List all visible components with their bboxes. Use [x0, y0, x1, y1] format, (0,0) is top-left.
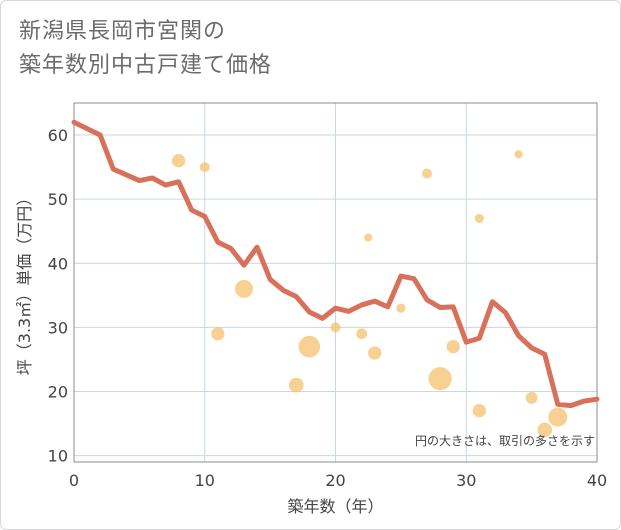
bubble-point	[298, 335, 321, 358]
y-axis-title: 坪（3.3㎡）単価（万円）	[15, 190, 34, 375]
title-line-1: 新潟県長岡市宮関の	[19, 19, 227, 44]
plot-frame	[73, 102, 598, 463]
bubble-point	[474, 213, 484, 223]
bubble-point	[234, 279, 253, 298]
y-tick-label: 10	[48, 447, 68, 466]
bubble-point	[525, 391, 538, 404]
bubble-series	[171, 150, 568, 438]
bubble-point	[548, 407, 568, 427]
average-price-line	[71, 119, 600, 409]
bubble-point	[422, 168, 433, 179]
x-tick-label: 10	[195, 471, 215, 490]
x-tick-labels: 0 10 20 30 40	[69, 471, 607, 490]
bubble-point	[288, 377, 304, 393]
bubble-point	[428, 367, 452, 391]
bubble-point	[368, 346, 382, 360]
bubble-point	[171, 154, 186, 168]
bubble-point	[356, 328, 368, 340]
title-line-2: 築年数別中古戸建て価格	[19, 53, 273, 78]
bubble-point	[199, 162, 210, 173]
bubble-point	[211, 327, 225, 341]
bubble-point	[364, 233, 373, 242]
x-tick-label: 20	[325, 471, 345, 490]
line-series	[71, 119, 600, 409]
bubble-point	[472, 404, 486, 418]
x-tick-label: 30	[456, 471, 476, 490]
bubble-size-note: 円の大きさは、取引の多さを示す	[415, 434, 595, 448]
y-tick-label: 50	[48, 190, 68, 209]
y-tick-label: 60	[48, 126, 68, 145]
y-tick-label: 40	[48, 254, 68, 273]
y-tick-label: 20	[48, 382, 68, 401]
bubble-point	[537, 422, 553, 438]
y-tick-labels: 10 20 30 40 50 60	[48, 126, 68, 466]
x-tick-label: 40	[587, 471, 607, 490]
x-tick-label: 0	[69, 471, 79, 490]
bubble-point	[396, 303, 406, 313]
bubble-point	[514, 150, 523, 159]
bubble-point	[330, 322, 341, 333]
x-axis-title: 築年数（年）	[287, 497, 383, 516]
y-tick-label: 30	[48, 318, 68, 337]
chart-title: 新潟県長岡市宮関の 築年数別中古戸建て価格	[19, 15, 272, 83]
bubble-point	[446, 339, 460, 354]
